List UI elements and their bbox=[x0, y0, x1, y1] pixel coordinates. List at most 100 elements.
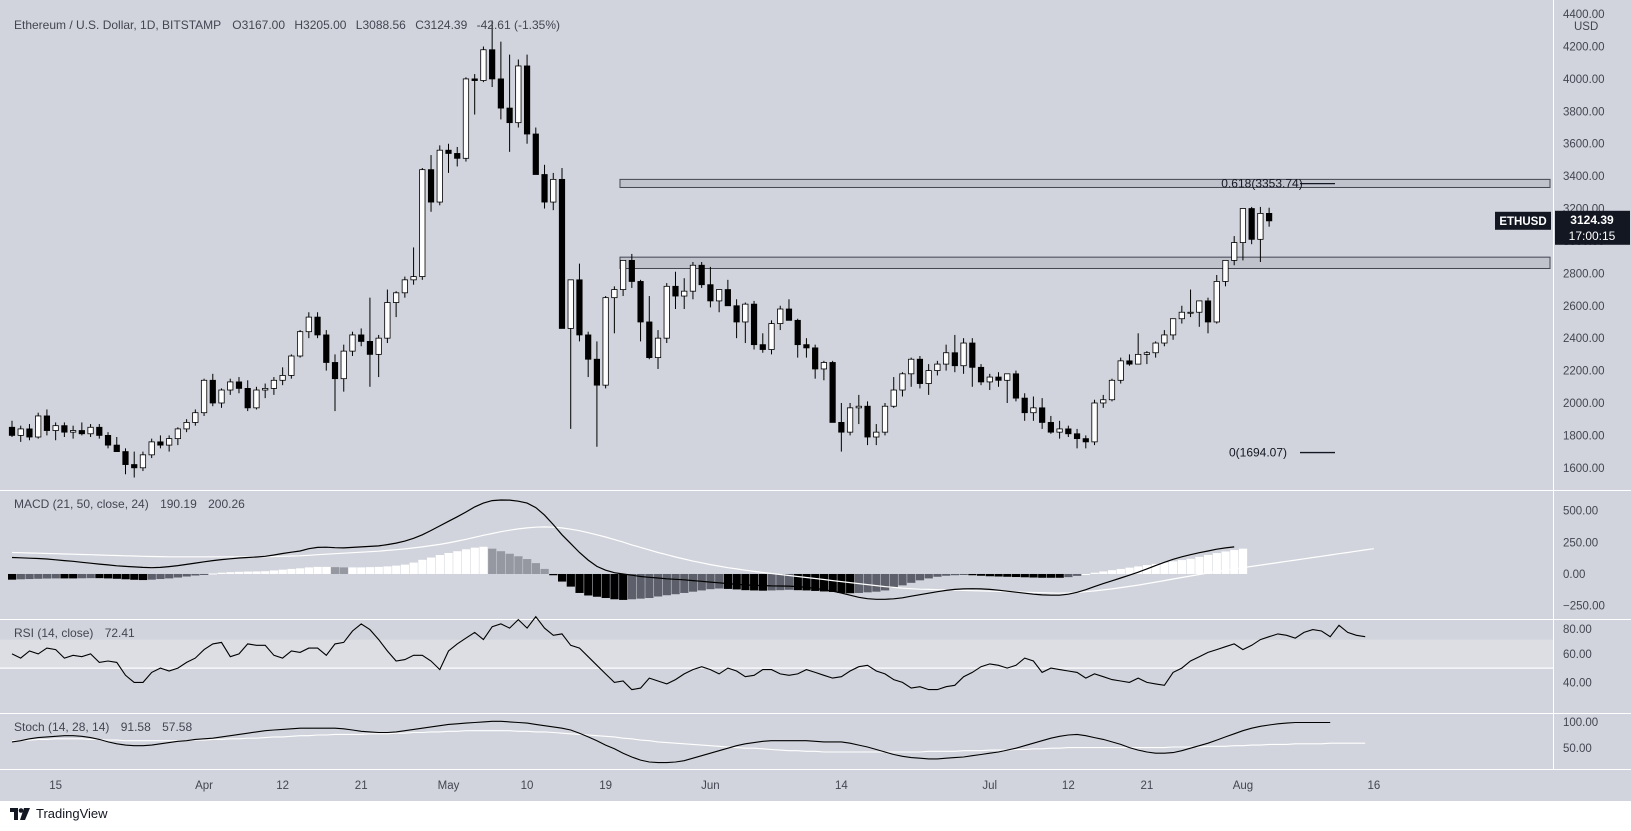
macd-histogram-bar bbox=[296, 568, 305, 574]
macd-histogram-bar bbox=[453, 551, 462, 574]
macd-value: 190.19 bbox=[160, 497, 197, 511]
macd-histogram-bar bbox=[1125, 567, 1134, 574]
macd-histogram-bar bbox=[933, 573, 942, 577]
tradingview-branding[interactable]: TradingView bbox=[10, 806, 108, 821]
candle-body bbox=[602, 297, 609, 386]
last-price-value: 3124.39 bbox=[1570, 213, 1614, 227]
candle-body bbox=[585, 334, 592, 360]
macd-tick: 500.00 bbox=[1563, 506, 1598, 518]
candle-body bbox=[366, 341, 374, 355]
macd-title: MACD (21, 50, close, 24) bbox=[14, 497, 149, 511]
stoch-pane[interactable] bbox=[0, 714, 1553, 769]
candle-body bbox=[681, 290, 688, 297]
time-tick: 10 bbox=[521, 780, 534, 792]
candle-body bbox=[620, 259, 627, 290]
candle-body bbox=[8, 426, 16, 436]
low-label: L bbox=[356, 18, 363, 32]
candle-body bbox=[567, 279, 574, 329]
candle-body bbox=[393, 292, 400, 303]
time-axis-bg[interactable] bbox=[0, 769, 1631, 801]
symbol-title: Ethereum / U.S. Dollar, 1D, BITSTAMP bbox=[14, 18, 221, 32]
macd-histogram-bar bbox=[95, 573, 104, 579]
macd-histogram-bar bbox=[776, 573, 785, 591]
candle-body bbox=[1143, 352, 1150, 355]
macd-histogram-bar bbox=[645, 573, 654, 599]
macd-histogram-bar bbox=[907, 573, 916, 583]
candle-body bbox=[1126, 360, 1133, 365]
time-tick: Apr bbox=[195, 780, 213, 792]
price-pane[interactable] bbox=[0, 0, 1553, 490]
candle-body bbox=[855, 405, 862, 409]
low-value: 3088.56 bbox=[362, 18, 406, 32]
rsi-band bbox=[0, 639, 1553, 669]
macd-histogram-bar bbox=[828, 573, 837, 592]
candle-body bbox=[576, 279, 583, 336]
macd-histogram-bar bbox=[1169, 561, 1178, 574]
macd-histogram-bar bbox=[514, 556, 523, 574]
price-tick: 2200.00 bbox=[1563, 366, 1605, 378]
candle-body bbox=[131, 464, 138, 469]
candle-body bbox=[794, 319, 801, 346]
macd-histogram-bar bbox=[383, 566, 392, 574]
time-tick: 21 bbox=[1141, 780, 1154, 792]
svg-text:Ethereum / U.S. Dollar, 1D, BI: Ethereum / U.S. Dollar, 1D, BITSTAMP O31… bbox=[14, 18, 560, 32]
candle-body bbox=[270, 379, 278, 389]
candle-body bbox=[707, 284, 714, 302]
candle-body bbox=[70, 430, 77, 433]
price-axis-bg[interactable] bbox=[1553, 0, 1631, 769]
candle-body bbox=[768, 323, 775, 350]
macd-histogram-bar bbox=[60, 573, 69, 579]
rsi-line bbox=[11, 615, 1366, 691]
macd-histogram-bar bbox=[1011, 573, 1021, 578]
macd-histogram-bar bbox=[1116, 568, 1125, 574]
candle-body bbox=[87, 426, 94, 435]
candle-body bbox=[550, 178, 557, 203]
macd-pane[interactable] bbox=[0, 491, 1553, 619]
macd-histogram-bar bbox=[784, 573, 794, 590]
macd-histogram-bar bbox=[557, 573, 567, 582]
candle-body bbox=[750, 303, 758, 346]
candle-body bbox=[716, 289, 723, 302]
time-tick: 14 bbox=[835, 780, 848, 792]
candle-body bbox=[122, 451, 129, 465]
candle-body bbox=[227, 381, 234, 391]
candle-body bbox=[78, 430, 85, 435]
macd-histogram-bar bbox=[654, 573, 663, 597]
macd-histogram-bar bbox=[994, 573, 1003, 577]
candle-body bbox=[358, 334, 365, 342]
rsi-value: 72.41 bbox=[105, 626, 135, 640]
candle-body bbox=[986, 376, 993, 383]
candle-body bbox=[881, 405, 889, 433]
macd-histogram-bar bbox=[959, 573, 968, 575]
tradingview-name: TradingView bbox=[36, 806, 108, 821]
macd-histogram-bar bbox=[968, 573, 977, 576]
macd-histogram-bar bbox=[51, 573, 60, 579]
rsi-tick: 80.00 bbox=[1563, 624, 1592, 636]
macd-histogram-bar bbox=[942, 573, 951, 576]
macd-histogram-bar bbox=[688, 573, 698, 592]
candle-body bbox=[244, 387, 251, 409]
candle-body bbox=[995, 376, 1002, 381]
high-value: 3205.00 bbox=[303, 18, 347, 32]
candle-body bbox=[724, 289, 731, 307]
resistance-zone bbox=[619, 178, 1551, 188]
macd-histogram-bar bbox=[313, 566, 322, 574]
macd-histogram-bar bbox=[357, 567, 366, 574]
candle-body bbox=[61, 425, 68, 433]
macd-histogram-bar bbox=[1160, 562, 1169, 574]
macd-histogram-bar bbox=[950, 573, 960, 576]
candle-body bbox=[541, 174, 548, 203]
candle-body bbox=[663, 285, 670, 339]
macd-histogram-bar bbox=[636, 573, 645, 599]
macd-histogram-bar bbox=[278, 569, 287, 574]
macd-histogram-bar bbox=[1090, 572, 1099, 574]
time-tick: May bbox=[438, 780, 460, 792]
macd-histogram-bar bbox=[392, 565, 401, 574]
macd-histogram-bar bbox=[488, 548, 497, 574]
price-tick: 1600.00 bbox=[1563, 463, 1605, 475]
change-value: -42.61 (-1.35%) bbox=[477, 18, 560, 32]
candle-body bbox=[296, 331, 304, 357]
candle-body bbox=[1152, 342, 1159, 354]
candle-body bbox=[454, 153, 461, 159]
